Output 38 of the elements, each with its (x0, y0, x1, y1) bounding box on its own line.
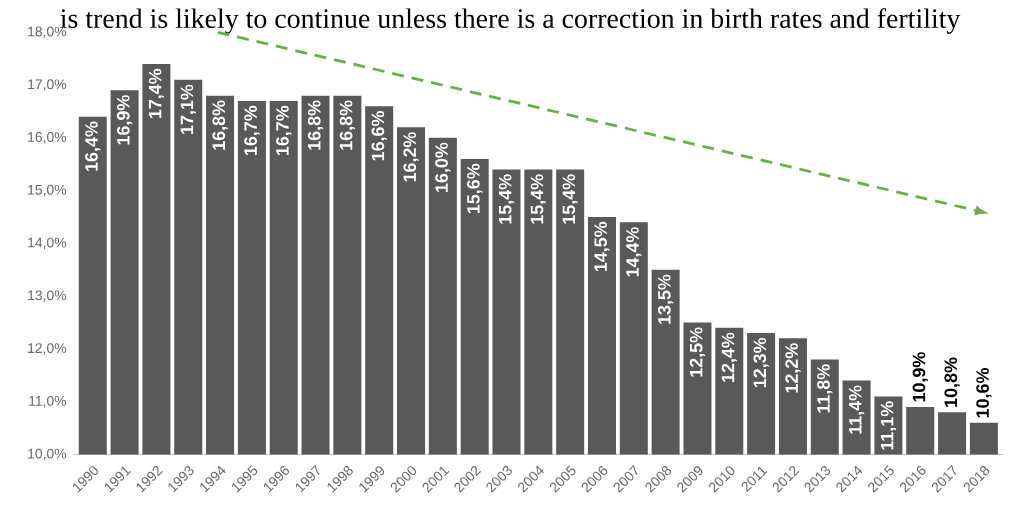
data-label: 10,8% (944, 357, 960, 407)
data-label: 12,5% (689, 327, 706, 377)
data-label: 16,7% (244, 105, 260, 155)
data-label: 16,7% (276, 105, 292, 155)
y-tick-label: 10,0% (28, 448, 67, 461)
y-tick-label: 14,0% (28, 237, 67, 250)
y-tick-label: 18,0% (28, 26, 67, 39)
data-label: 14,5% (594, 221, 610, 272)
y-tick-label: 12,0% (28, 343, 67, 355)
data-label: 16,9% (116, 95, 133, 145)
data-label: 16,0% (435, 142, 451, 192)
data-label: 17,4% (148, 68, 165, 119)
data-label: 11,8% (817, 364, 833, 413)
y-tick-label: 17,0% (28, 79, 67, 91)
y-tick-label: 15,0% (28, 184, 67, 197)
data-label: 15,6% (467, 163, 483, 214)
data-label: 11,1% (880, 401, 897, 450)
data-label: 15,4% (562, 174, 578, 224)
data-label: 12,3% (753, 337, 769, 388)
data-label: 14,4% (626, 227, 642, 277)
data-label: 16,8% (212, 100, 228, 150)
y-tick-label: 11,0% (29, 395, 67, 408)
data-label: 13,5% (657, 274, 674, 324)
y-tick-label: 16,0% (28, 132, 67, 144)
data-label: 15,4% (498, 174, 515, 224)
data-label: 12,4% (721, 332, 737, 382)
y-tick-label: 13,0% (28, 290, 67, 302)
data-label: 16,8% (339, 100, 356, 150)
data-label: 12,2% (785, 343, 801, 393)
data-label: 16,8% (307, 100, 324, 150)
data-label: 15,4% (530, 174, 546, 224)
data-label: 17,1% (180, 84, 196, 134)
data-label: 16,6% (371, 111, 387, 161)
data-label: 10,6% (976, 368, 992, 418)
data-label: 16,4% (85, 121, 101, 171)
data-label: 11,4% (848, 385, 865, 434)
data-label: 10,9% (912, 352, 928, 402)
data-label: 16,2% (403, 132, 419, 182)
